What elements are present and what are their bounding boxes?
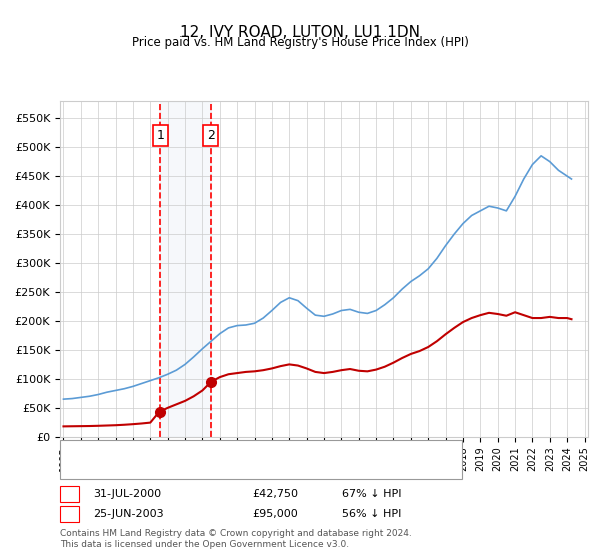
Text: ——: ——: [69, 443, 84, 456]
Text: 67% ↓ HPI: 67% ↓ HPI: [342, 489, 401, 499]
Text: £95,000: £95,000: [252, 509, 298, 519]
Text: £42,750: £42,750: [252, 489, 298, 499]
Text: 12, IVY ROAD, LUTON, LU1 1DN: 12, IVY ROAD, LUTON, LU1 1DN: [180, 25, 420, 40]
Text: 1: 1: [157, 129, 164, 142]
Text: Price paid vs. HM Land Registry's House Price Index (HPI): Price paid vs. HM Land Registry's House …: [131, 36, 469, 49]
Text: 2: 2: [207, 129, 215, 142]
Bar: [160, 101, 211, 437]
Text: HPI: Average price, detached house, Luton: HPI: Average price, detached house, Luto…: [99, 465, 321, 475]
Text: 25-JUN-2003: 25-JUN-2003: [93, 509, 164, 519]
Text: 1: 1: [66, 489, 73, 499]
Text: ——: ——: [69, 464, 84, 477]
Text: 2: 2: [66, 509, 73, 519]
Text: 31-JUL-2000: 31-JUL-2000: [93, 489, 161, 499]
Text: Contains HM Land Registry data © Crown copyright and database right 2024.
This d: Contains HM Land Registry data © Crown c…: [60, 529, 412, 549]
Text: 56% ↓ HPI: 56% ↓ HPI: [342, 509, 401, 519]
Text: 12, IVY ROAD, LUTON, LU1 1DN (detached house): 12, IVY ROAD, LUTON, LU1 1DN (detached h…: [99, 445, 357, 455]
